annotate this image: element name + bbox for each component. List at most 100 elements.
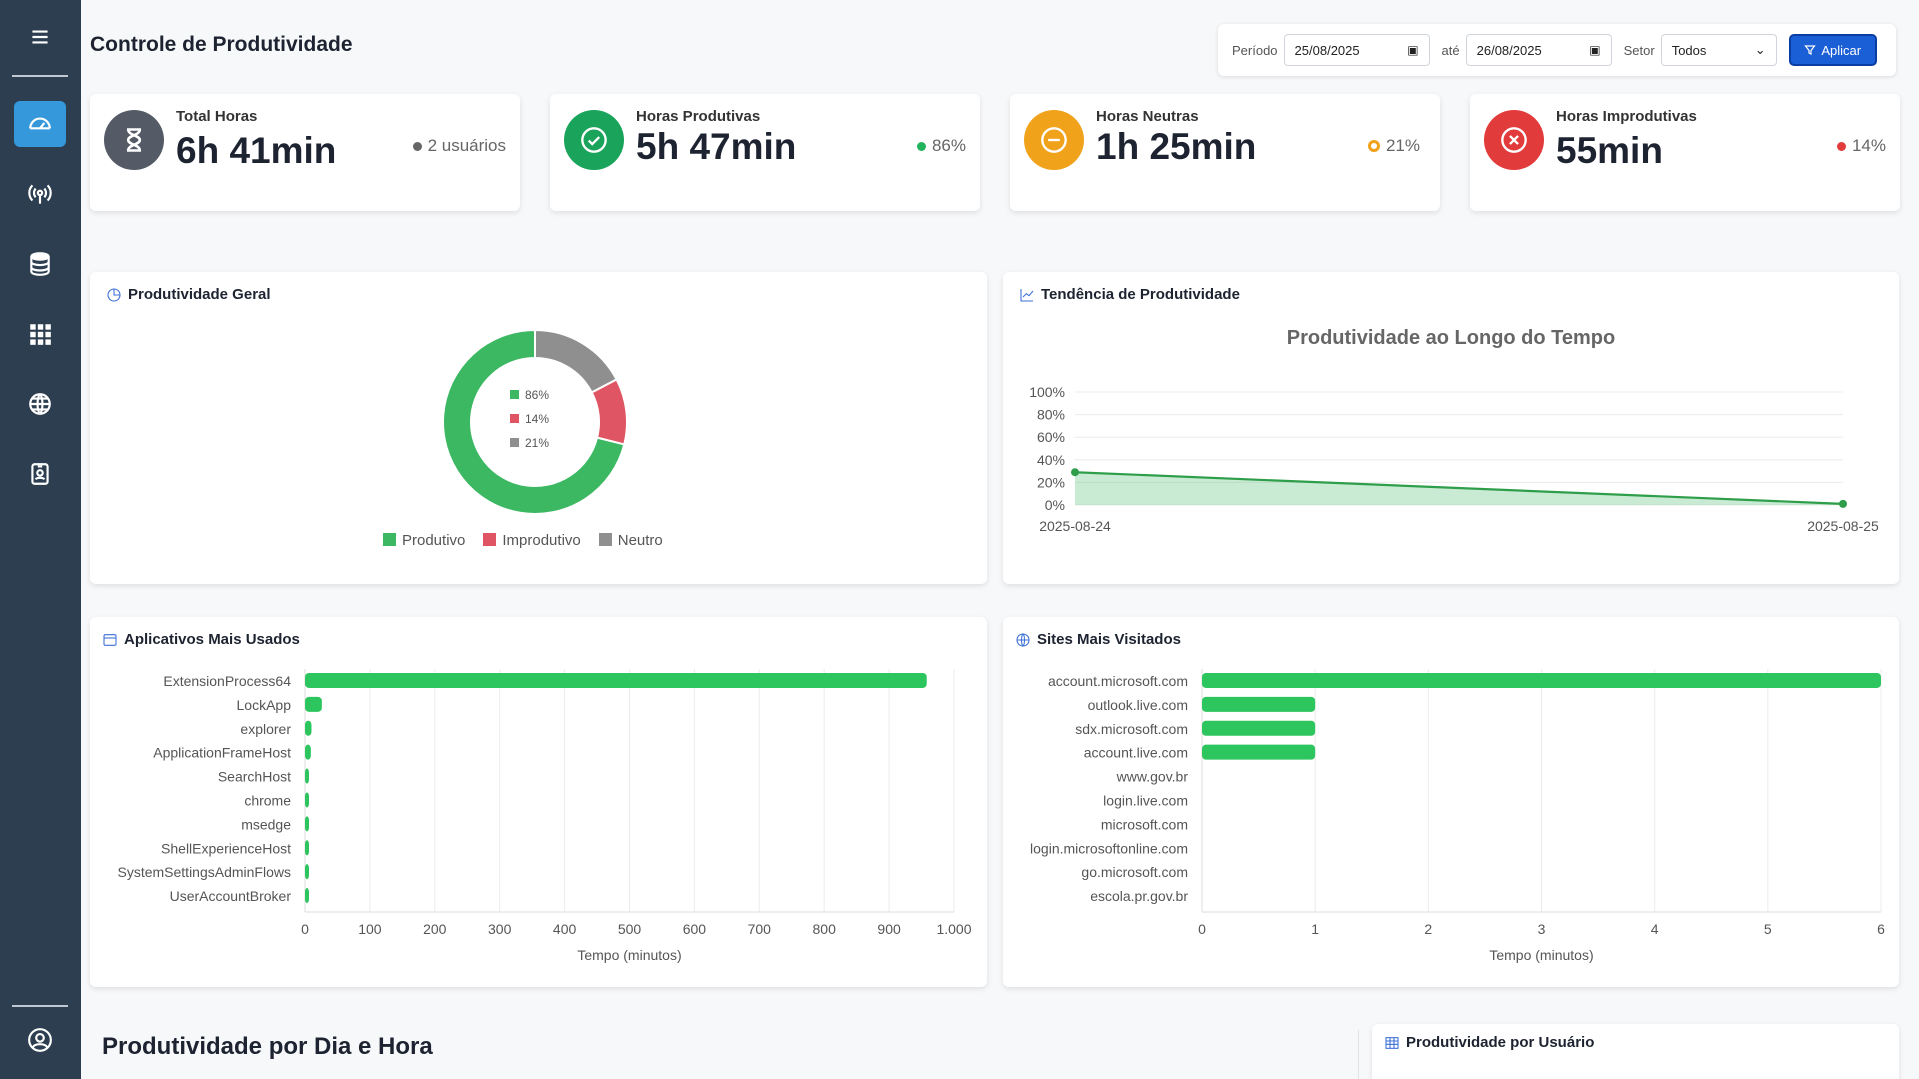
calendar-icon[interactable]: ▣ [1589, 43, 1601, 57]
y-tick-label: 100% [1029, 384, 1065, 400]
donut-inner-label: 21% [525, 436, 549, 450]
x-tick-label: 800 [813, 921, 837, 937]
panel-title: Tendência de Produtividade [1019, 286, 1240, 303]
x-tick-label: 0 [301, 921, 309, 937]
category-label: account.microsoft.com [1048, 673, 1188, 689]
category-label: login.microsoftonline.com [1030, 840, 1188, 856]
x-tick-label: 3 [1538, 921, 1546, 937]
panel-general-productivity: Produtividade Geral 86% 14% 21% Produtivo … [90, 272, 987, 584]
sector-select[interactable]: Todos ⌄ [1660, 34, 1777, 66]
window-icon [103, 633, 117, 646]
status-dot [1367, 140, 1380, 152]
until-label: até [1441, 42, 1460, 58]
section-divider [1358, 1030, 1359, 1079]
date-from-input[interactable]: 25/08/2025 ▣ [1283, 34, 1430, 66]
chart-legend: Produtivo Improdutivo Neutro [383, 532, 663, 549]
hamburger-icon [32, 30, 48, 44]
x-tick-label: 1 [1311, 921, 1319, 937]
category-label: login.live.com [1103, 792, 1188, 808]
stat-icon-bg [1484, 110, 1544, 170]
legend-item-unproductive[interactable]: Improdutivo [483, 532, 581, 549]
globe-icon [1016, 632, 1030, 647]
database-icon [30, 252, 50, 276]
x-tick-label: 2025-08-25 [1807, 518, 1879, 534]
bar [305, 792, 309, 808]
donut-slice-improdutivo [590, 378, 628, 446]
sidebar [0, 0, 81, 1079]
stat-value: 1h 25min [1096, 126, 1257, 167]
bar [305, 816, 309, 832]
stat-icon-bg [104, 110, 164, 170]
legend-item-productive[interactable]: Produtivo [383, 532, 465, 549]
category-label: LockApp [237, 697, 292, 713]
legend-swatch [383, 533, 396, 546]
broadcast-icon [28, 184, 52, 204]
donut-inner-swatch [510, 438, 519, 447]
sidebar-item-broadcast[interactable] [14, 171, 66, 217]
check-circle-icon [581, 127, 607, 153]
bar [305, 840, 309, 856]
panel-title-text: Sites Mais Visitados [1037, 631, 1181, 648]
date-from-value: 25/08/2025 [1294, 42, 1360, 58]
stat-side-text: 14% [1851, 136, 1886, 155]
category-label: SearchHost [218, 769, 291, 785]
stat-card-productive-hours: Horas Produtivas 5h 47min 86% [550, 94, 980, 211]
y-tick-label: 40% [1037, 452, 1065, 468]
bar [305, 672, 927, 688]
sidebar-item-badge[interactable] [14, 451, 66, 497]
stat-side-text: 21% [1385, 136, 1420, 155]
sidebar-divider [12, 75, 68, 77]
bar [1202, 672, 1881, 688]
status-dot [916, 141, 926, 151]
stat-value: 6h 41min [176, 130, 337, 171]
y-tick-label: 80% [1037, 407, 1065, 423]
panel-title-text: Aplicativos Mais Usados [124, 631, 300, 648]
hourglass-icon [126, 128, 142, 152]
sidebar-item-dashboard[interactable] [14, 101, 66, 147]
category-label: www.gov.br [1116, 769, 1189, 785]
category-label: go.microsoft.com [1081, 864, 1188, 880]
donut-slice-produtivo [442, 328, 626, 515]
apps-bar-chart: 0 100 200 300 400 500 600 700 800 900 1.000 Extensi… [117, 669, 972, 963]
donut-slice-neutro [534, 328, 618, 394]
stat-card-total-hours: Total Horas 6h 41min 2 usuários [90, 94, 520, 211]
x-tick-label: 1.000 [936, 921, 971, 937]
sector-value: Todos [1671, 42, 1707, 58]
bar [305, 720, 312, 736]
date-to-input[interactable]: 26/08/2025 ▣ [1465, 34, 1612, 66]
legend-swatch [598, 533, 612, 546]
legend-label: Improdutivo [502, 532, 581, 549]
panel-productivity-trend: Tendência de Produtividade Produtividade… [1003, 272, 1899, 584]
panel-title-text: Produtividade por Usuário [1406, 1034, 1595, 1051]
x-tick-label: 0 [1198, 921, 1206, 937]
category-label: UserAccountBroker [170, 888, 292, 904]
section-heading-day-hour: Produtividade por Dia e Hora [102, 1033, 433, 1060]
x-tick-label: 700 [748, 921, 772, 937]
x-tick-label: 2 [1424, 921, 1432, 937]
donut-inner-swatch [510, 414, 519, 423]
menu-toggle-button[interactable] [14, 14, 66, 60]
y-tick-label: 0% [1045, 497, 1065, 513]
panel-title: Sites Mais Visitados [1015, 631, 1181, 648]
sidebar-item-database[interactable] [14, 241, 66, 287]
stat-title: Total Horas [176, 108, 258, 125]
bar [305, 744, 311, 760]
stat-side: 14% [1836, 136, 1886, 156]
calendar-icon[interactable]: ▣ [1407, 43, 1419, 57]
sidebar-divider-bottom [12, 1005, 68, 1007]
filter-icon [1804, 45, 1817, 55]
category-label: explorer [240, 721, 291, 737]
x-tick-label: 6 [1877, 921, 1885, 937]
chart-title: Produtividade ao Longo do Tempo [1287, 327, 1616, 349]
sidebar-item-user[interactable] [14, 1017, 66, 1063]
y-tick-label: 60% [1037, 429, 1065, 445]
apply-button[interactable]: Aplicar [1788, 34, 1877, 66]
legend-item-neutral[interactable]: Neutro [598, 532, 663, 549]
panel-title: Produtividade Geral [106, 286, 271, 303]
sidebar-item-apps[interactable] [14, 311, 66, 357]
legend-label: Neutro [617, 532, 663, 549]
x-tick-label: 200 [423, 921, 447, 937]
sidebar-item-web[interactable] [14, 381, 66, 427]
globe-icon [29, 393, 51, 415]
panel-top-apps: Aplicativos Mais Usados 0 100 200 300 400 500… [90, 617, 987, 987]
